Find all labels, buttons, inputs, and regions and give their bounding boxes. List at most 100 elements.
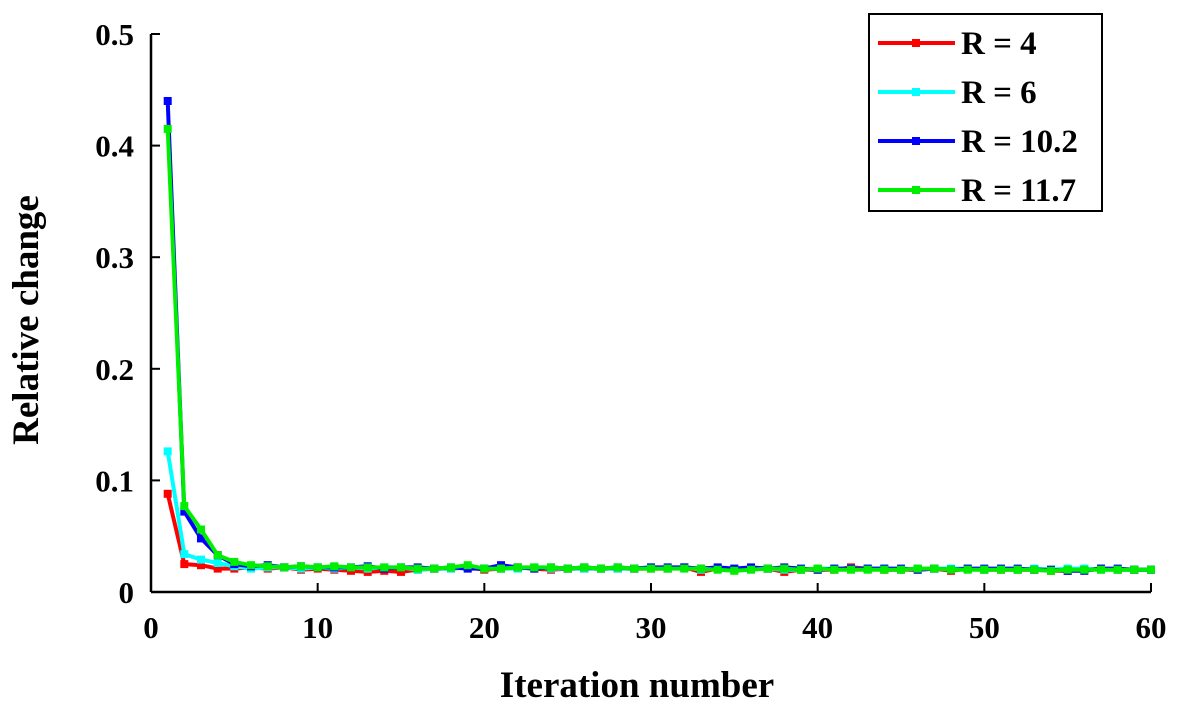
data-point	[463, 561, 472, 570]
data-point	[713, 565, 722, 574]
data-point	[247, 561, 255, 570]
legend-marker	[912, 39, 920, 47]
data-point	[597, 564, 605, 573]
data-point	[547, 563, 555, 572]
series-4	[163, 124, 1155, 575]
data-point	[1097, 565, 1105, 574]
y-tick-label: 0	[119, 575, 135, 610]
data-point	[1013, 565, 1022, 574]
data-point	[330, 562, 339, 571]
data-point	[197, 525, 205, 534]
data-point	[947, 565, 955, 574]
x-tick-label: 60	[1136, 610, 1167, 645]
legend-item: R = 10.2	[878, 124, 1078, 160]
data-point	[1063, 565, 1072, 574]
legend-marker	[912, 186, 920, 194]
x-tick-label: 10	[302, 610, 333, 645]
data-point	[930, 564, 939, 573]
data-point	[397, 567, 405, 576]
data-point	[363, 563, 372, 572]
data-point	[397, 563, 405, 572]
data-point	[180, 502, 189, 511]
data-point	[213, 551, 222, 560]
data-point	[230, 557, 239, 566]
data-point	[297, 562, 305, 571]
data-point	[963, 565, 972, 574]
data-point	[1147, 565, 1155, 574]
legend-label: R = 10.2	[961, 124, 1078, 160]
data-point	[447, 563, 455, 572]
data-point	[213, 564, 222, 573]
data-point	[163, 97, 172, 105]
y-tick-label: 0.2	[95, 352, 134, 387]
data-point	[897, 565, 905, 574]
data-point	[163, 489, 172, 498]
data-point	[163, 124, 172, 133]
y-axis-title: Relative change	[6, 195, 47, 445]
data-point	[697, 564, 705, 573]
data-point	[763, 564, 772, 573]
legend-label: R = 11.7	[961, 173, 1076, 209]
data-point	[847, 565, 855, 574]
data-point	[913, 564, 922, 573]
data-point	[430, 564, 439, 573]
legend-box	[868, 13, 1103, 212]
data-point	[747, 565, 755, 574]
y-tick-label: 0.5	[95, 17, 134, 52]
data-point	[1130, 565, 1139, 574]
data-point	[797, 565, 805, 574]
data-point	[997, 565, 1005, 574]
data-point	[580, 563, 589, 572]
data-point	[663, 564, 672, 573]
y-tick-label: 0.3	[95, 240, 134, 275]
data-point	[513, 563, 522, 572]
data-point	[863, 565, 872, 574]
data-point	[1080, 565, 1089, 574]
data-point	[313, 563, 322, 572]
data-point	[163, 447, 172, 456]
data-point	[530, 563, 539, 572]
data-point	[197, 534, 205, 543]
axes: 0 10 20 30 40 50 60 0 0.1 0.2 0.3 0.4 0.5	[95, 17, 1166, 645]
data-point	[1047, 566, 1055, 575]
x-tick-label: 40	[802, 610, 833, 645]
data-point	[413, 564, 422, 573]
data-point	[263, 562, 272, 571]
series-layer	[163, 97, 1155, 576]
legend-item: R = 11.7	[878, 173, 1076, 209]
legend: R = 4 R = 6 R = 10.2 R = 11.7	[868, 13, 1103, 212]
data-point	[880, 565, 889, 574]
data-point	[180, 560, 189, 569]
data-point	[180, 550, 189, 559]
x-tick-label: 0	[143, 610, 159, 645]
data-point	[497, 564, 505, 573]
data-point	[730, 566, 739, 575]
legend-marker	[912, 88, 920, 96]
data-point	[680, 564, 689, 573]
x-tick-label: 20	[469, 610, 500, 645]
legend-item: R = 6	[878, 75, 1037, 111]
legend-label: R = 4	[961, 26, 1037, 62]
data-point	[347, 563, 355, 572]
x-tick-label: 30	[636, 610, 667, 645]
data-point	[213, 559, 222, 567]
data-point	[480, 564, 489, 573]
data-point	[380, 563, 389, 572]
x-tick-label: 50	[969, 610, 1000, 645]
data-point	[197, 561, 205, 570]
data-point	[813, 564, 822, 573]
data-point	[647, 564, 655, 573]
data-point	[630, 564, 639, 573]
data-point	[780, 564, 789, 573]
data-point	[563, 564, 572, 573]
data-point	[1113, 565, 1122, 574]
legend-item: R = 4	[878, 26, 1037, 62]
legend-marker	[912, 137, 920, 145]
y-tick-label: 0.4	[95, 129, 134, 164]
data-point	[613, 563, 622, 572]
data-point	[180, 507, 189, 516]
data-point	[830, 565, 839, 574]
data-point	[280, 563, 289, 572]
data-point	[980, 565, 989, 574]
